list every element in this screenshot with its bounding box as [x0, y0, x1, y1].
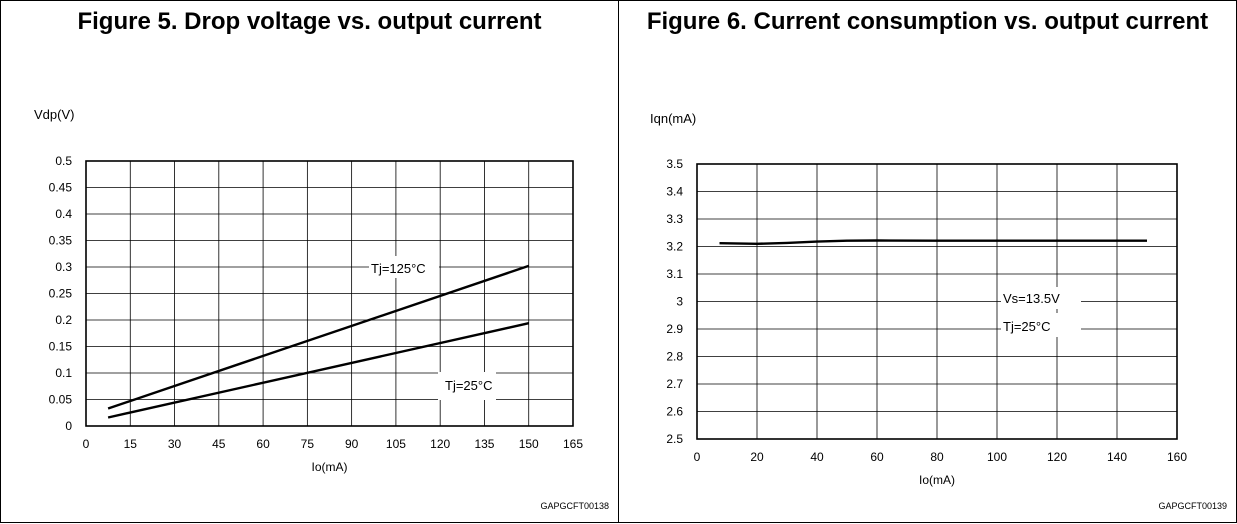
x-axis-label: Io(mA) [919, 473, 955, 487]
x-axis-label: Io(mA) [312, 460, 348, 474]
series-line [107, 264, 530, 410]
figure-code: GAPGCFT00139 [1158, 501, 1227, 511]
x-tick-label: 15 [124, 437, 138, 451]
figure-6-title: Figure 6. Current consumption vs. output… [646, 8, 1209, 35]
y-tick-label: 3.3 [666, 212, 683, 226]
y-tick-label: 0.1 [55, 366, 72, 380]
x-tick-label: 165 [563, 437, 583, 451]
x-tick-label: 75 [301, 437, 315, 451]
series-line [107, 322, 529, 419]
x-tick-label: 60 [870, 450, 884, 464]
x-tick-label: 45 [212, 437, 226, 451]
y-tick-label: 3.4 [666, 185, 683, 199]
x-tick-label: 20 [750, 450, 764, 464]
x-tick-label: 0 [694, 450, 701, 464]
annotation-background [438, 372, 496, 400]
x-tick-label: 120 [430, 437, 450, 451]
figure-5-title: Figure 5. Drop voltage vs. output curren… [77, 8, 542, 35]
x-tick-label: 150 [519, 437, 539, 451]
annotation-label: Tj=25°C [1003, 319, 1050, 334]
annotation-background [1001, 287, 1081, 309]
x-tick-label: 60 [256, 437, 270, 451]
series-line [719, 239, 1147, 246]
y-tick-label: 0.45 [49, 181, 73, 195]
y-axis-label: Vdp(V) [34, 107, 74, 122]
annotation-background [369, 256, 439, 278]
x-tick-label: 30 [168, 437, 182, 451]
y-tick-label: 0.5 [55, 154, 72, 168]
annotation-background [1001, 313, 1081, 337]
y-tick-label: 3.1 [666, 267, 683, 281]
y-tick-label: 3.2 [666, 240, 683, 254]
annotation-label: Tj=125°C [371, 261, 426, 276]
y-tick-label: 2.8 [666, 350, 683, 364]
y-tick-label: 0.3 [55, 260, 72, 274]
y-tick-label: 0.35 [49, 234, 73, 248]
y-tick-label: 3.5 [666, 157, 683, 171]
annotation-label: Tj=25°C [445, 378, 492, 393]
y-tick-label: 2.7 [666, 377, 683, 391]
y-tick-label: 2.6 [666, 405, 683, 419]
annotation-label: Vs=13.5V [1003, 291, 1060, 306]
x-tick-label: 160 [1167, 450, 1187, 464]
y-tick-label: 0.4 [55, 207, 72, 221]
x-tick-label: 120 [1047, 450, 1067, 464]
x-tick-label: 0 [83, 437, 90, 451]
y-tick-label: 3 [676, 295, 683, 309]
y-tick-label: 0.2 [55, 313, 72, 327]
plot-frame [696, 163, 1178, 440]
x-tick-label: 140 [1107, 450, 1127, 464]
x-tick-label: 80 [930, 450, 944, 464]
y-tick-label: 2.5 [666, 432, 683, 446]
x-tick-label: 135 [474, 437, 494, 451]
x-tick-label: 40 [810, 450, 824, 464]
y-tick-label: 0.05 [49, 393, 73, 407]
x-tick-label: 90 [345, 437, 359, 451]
y-tick-label: 0.15 [49, 340, 73, 354]
plot-frame [85, 160, 574, 427]
y-axis-label: Iqn(mA) [650, 111, 696, 126]
x-tick-label: 100 [987, 450, 1007, 464]
figure-6-panel: Figure 6. Current consumption vs. output… [618, 0, 1237, 523]
figure-5-chart: 0 15 30 45 60 75 90 105 120 135 150 165 0 0.05 0.1 0.15… [34, 107, 609, 511]
figure-6-chart: 0 20 40 60 80 100 120 140 160 2.5 2.6 2.7 2.8 2.9 3 3.1… [650, 111, 1227, 511]
y-tick-label: 0 [65, 419, 72, 433]
x-tick-label: 105 [386, 437, 406, 451]
figure-5-panel: Figure 5. Drop voltage vs. output curren… [0, 0, 619, 523]
figure-code: GAPGCFT00138 [540, 501, 609, 511]
y-tick-label: 2.9 [666, 322, 683, 336]
y-tick-label: 0.25 [49, 287, 73, 301]
